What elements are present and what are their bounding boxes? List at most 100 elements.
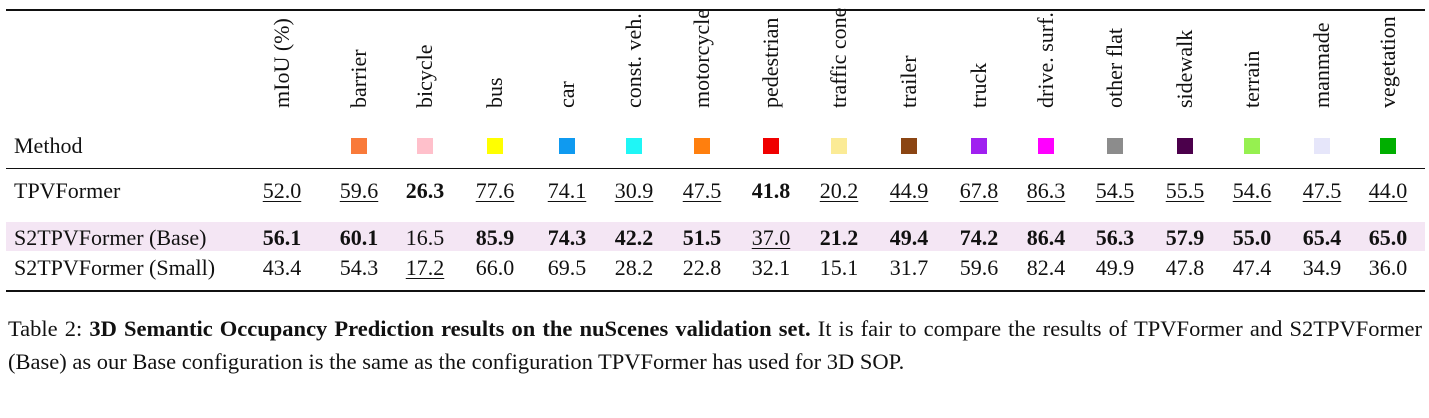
cell-value: 47.8 — [1165, 255, 1205, 280]
cell-value: 65.4 — [1302, 225, 1342, 250]
column-label: motorcycle — [689, 9, 714, 108]
table-cell: 77.6 — [463, 177, 527, 205]
cell-value: 67.8 — [959, 178, 999, 203]
table-cell: 32.1 — [739, 254, 803, 282]
column-header-trailer: trailer — [884, 0, 934, 162]
column-header-drive-surf: drive. surf. — [1021, 0, 1071, 162]
cell-value: 43.4 — [262, 255, 302, 280]
column-label: bicycle — [412, 44, 437, 108]
cell-value: 57.9 — [1165, 225, 1205, 250]
cell-value: 54.5 — [1095, 178, 1135, 203]
cell-value: 15.1 — [819, 255, 859, 280]
column-label: other flat — [1102, 27, 1127, 108]
column-header-pedestrian: pedestrian — [746, 0, 796, 162]
table-cell: 74.3 — [535, 224, 599, 252]
cell-value: 74.3 — [547, 225, 587, 250]
class-color-swatch — [1380, 138, 1396, 154]
cell-value: 47.5 — [682, 178, 722, 203]
class-color-swatch — [763, 138, 779, 154]
column-header-car: car — [542, 0, 592, 162]
cell-value: 54.3 — [339, 255, 379, 280]
table-cell: 74.2 — [947, 224, 1011, 252]
column-header-motorcycle: motorcycle — [677, 0, 727, 162]
column-header-vegetation: vegetation — [1363, 0, 1413, 162]
column-header-barrier: barrier — [334, 0, 384, 162]
method-name: TPVFormer — [14, 178, 121, 203]
class-color-swatch — [971, 138, 987, 154]
cell-value: 74.1 — [547, 178, 587, 203]
cell-value: 65.0 — [1368, 225, 1408, 250]
table-cell: 86.4 — [1014, 224, 1078, 252]
column-label: bus — [482, 77, 507, 108]
table-cell: 59.6 — [327, 177, 391, 205]
table-cell: 16.5 — [393, 224, 457, 252]
table-cell: 65.4 — [1290, 224, 1354, 252]
cell-value: 30.9 — [614, 178, 654, 203]
table-cell: 36.0 — [1356, 254, 1420, 282]
cell-value: 69.5 — [547, 255, 587, 280]
table-cell: 43.4 — [250, 254, 314, 282]
table-cell: 54.5 — [1083, 177, 1147, 205]
column-header-traffic-cone: traffic cone — [814, 0, 864, 162]
table-cell: 41.8 — [739, 177, 803, 205]
cell-value: 86.3 — [1026, 178, 1066, 203]
table-cell: 65.0 — [1356, 224, 1420, 252]
class-color-swatch — [1107, 138, 1123, 154]
table-cell: 56.3 — [1083, 224, 1147, 252]
table-cell: 21.2 — [807, 224, 871, 252]
class-color-swatch — [417, 138, 433, 154]
cell-value: 42.2 — [614, 225, 654, 250]
class-color-swatch — [1314, 138, 1330, 154]
cell-value: 47.4 — [1232, 255, 1272, 280]
cell-value: 34.9 — [1302, 255, 1342, 280]
cell-value: 55.0 — [1232, 225, 1272, 250]
table-bottom-rule — [6, 290, 1425, 292]
method-name: S2TPVFormer (Base) — [14, 225, 207, 250]
table-caption: Table 2: 3D Semantic Occupancy Predictio… — [8, 312, 1422, 378]
column-header-manmade: manmade — [1297, 0, 1347, 162]
cell-value: 51.5 — [682, 225, 722, 250]
base-row-highlight — [6, 222, 1425, 251]
table-cell: 60.1 — [327, 224, 391, 252]
table-cell: 85.9 — [463, 224, 527, 252]
class-color-swatch — [1177, 138, 1193, 154]
class-color-swatch — [559, 138, 575, 154]
table-cell: 47.8 — [1153, 254, 1217, 282]
column-header-bicycle: bicycle — [400, 0, 450, 162]
column-label: mIoU (%) — [269, 18, 294, 108]
results-table: Method mIoU (%) barrier bicycle bus car const… — [6, 0, 1425, 292]
cell-value: 21.2 — [819, 225, 859, 250]
table-cell: 69.5 — [535, 254, 599, 282]
table-cell: 51.5 — [670, 224, 734, 252]
table-cell: 47.5 — [1290, 177, 1354, 205]
class-color-swatch — [901, 138, 917, 154]
column-label: vegetation — [1375, 16, 1400, 108]
column-label: terrain — [1239, 50, 1264, 108]
column-header-sidewalk: sidewalk — [1160, 0, 1210, 162]
cell-value: 32.1 — [751, 255, 791, 280]
cell-value: 47.5 — [1302, 178, 1342, 203]
table-cell: 42.2 — [602, 224, 666, 252]
cell-value: 16.5 — [405, 225, 445, 250]
cell-value: 31.7 — [889, 255, 929, 280]
table-cell: 20.2 — [807, 177, 871, 205]
cell-value: 52.0 — [262, 178, 302, 203]
cell-value: 55.5 — [1165, 178, 1205, 203]
cell-value: 86.4 — [1026, 225, 1066, 250]
column-label: barrier — [346, 49, 371, 108]
class-color-swatch — [831, 138, 847, 154]
table-top-rule — [6, 9, 1425, 11]
column-label: manmade — [1309, 22, 1334, 108]
cell-value: 56.1 — [262, 225, 302, 250]
table-cell: 37.0 — [739, 224, 803, 252]
column-label: truck — [966, 62, 991, 108]
table-cell: 67.8 — [947, 177, 1011, 205]
column-header-other-flat: other flat — [1090, 0, 1140, 162]
cell-value: 44.9 — [889, 178, 929, 203]
table-cell: 34.9 — [1290, 254, 1354, 282]
cell-value: 44.0 — [1368, 178, 1408, 203]
cell-value: 26.3 — [405, 178, 445, 203]
column-header-terrain: terrain — [1227, 0, 1277, 162]
cell-value: 74.2 — [959, 225, 999, 250]
table-cell: 74.1 — [535, 177, 599, 205]
